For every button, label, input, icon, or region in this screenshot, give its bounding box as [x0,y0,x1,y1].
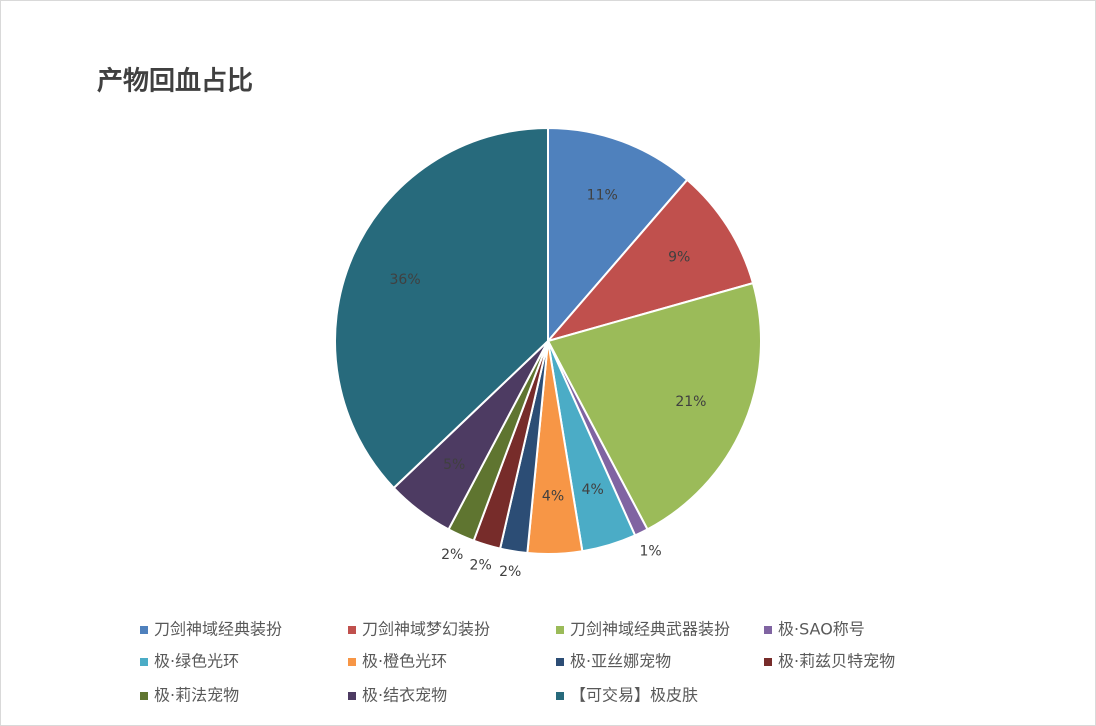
data-label: 5% [443,457,465,473]
legend-label: 极·绿色光环 [154,652,239,671]
pie-slice [547,126,689,344]
pie-slice [546,281,762,531]
legend-swatch [140,626,148,634]
legend-swatch [348,626,356,634]
pie-slice [334,126,549,490]
data-label: 2% [499,564,521,580]
data-label: 21% [675,394,706,410]
legend-swatch [764,626,772,634]
legend-label: 刀剑神域梦幻装扮 [362,620,490,639]
data-label: 2% [441,547,463,563]
legend-swatch [556,658,564,666]
legend-label: 刀剑神域经典武器装扮 [570,620,730,639]
pie-slice [545,178,755,343]
legend-swatch [348,658,356,666]
legend-swatch [556,692,564,700]
legend-label: 刀剑神域经典装扮 [154,620,282,639]
data-label: 1% [640,544,662,560]
legend-label: 极·莉法宠物 [154,686,239,705]
data-label: 9% [668,250,690,266]
legend-label: 极·结衣宠物 [362,686,447,705]
legend-label: 极·SAO称号 [778,620,865,639]
legend-swatch [556,626,564,634]
data-label: 2% [470,557,492,573]
legend-swatch [140,658,148,666]
data-label: 4% [582,482,604,498]
legend-label: 极·橙色光环 [362,652,447,671]
legend-swatch [348,692,356,700]
legend-swatch [140,692,148,700]
legend-swatch [764,658,772,666]
data-label: 11% [587,187,618,203]
data-label: 36% [390,272,421,288]
legend-label: 极·莉兹贝特宠物 [778,652,895,671]
legend-label: 【可交易】极皮肤 [570,686,698,705]
chart-title: 产物回血占比 [97,67,253,97]
legend-label: 极·亚丝娜宠物 [570,652,671,671]
data-label: 4% [542,488,564,504]
